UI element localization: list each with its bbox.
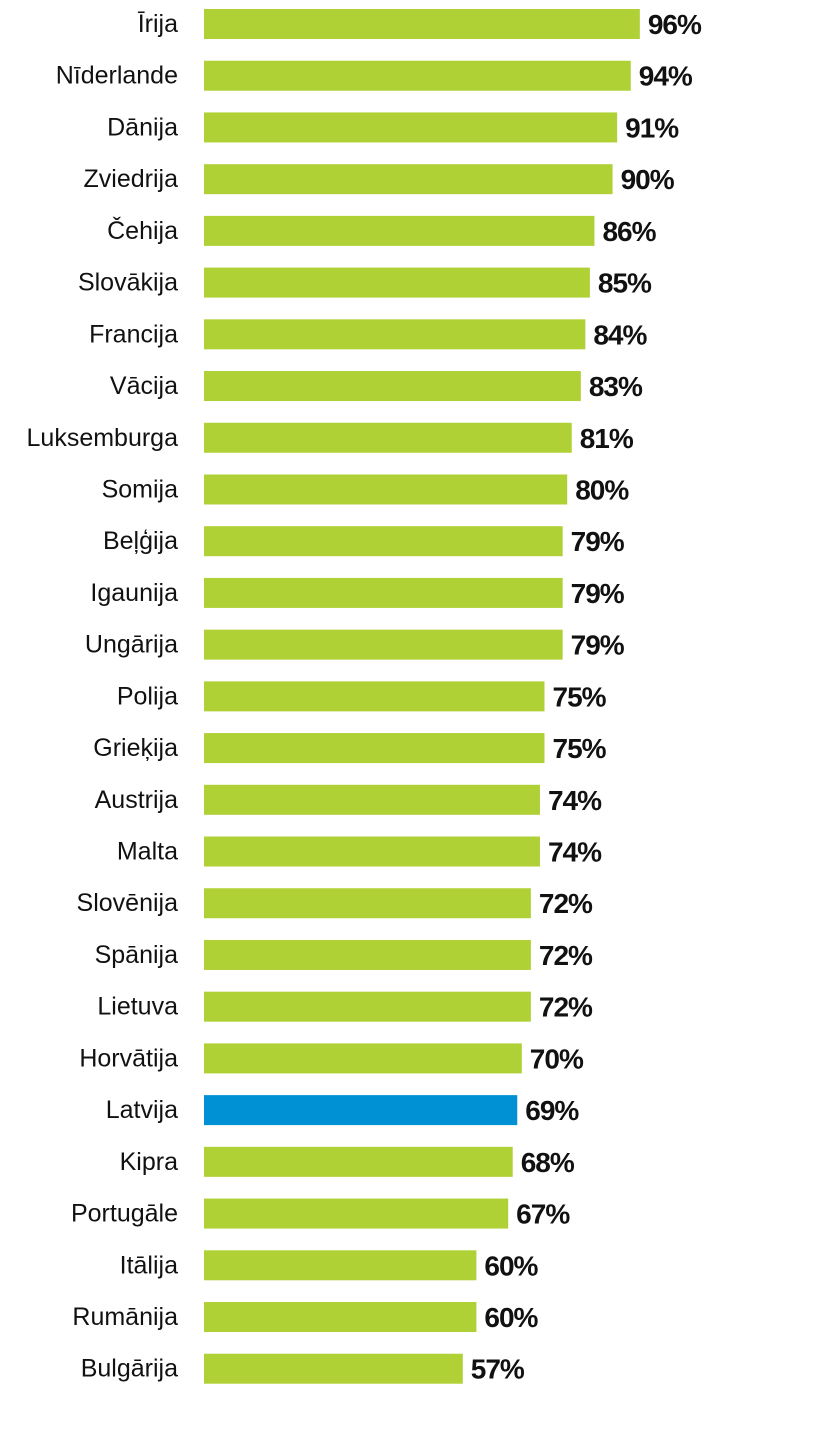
bar: [204, 1095, 518, 1126]
data-label: 86%: [602, 216, 656, 247]
category-label: Īrija: [138, 10, 178, 38]
category-label: Lietuva: [97, 993, 178, 1021]
category-label: Itālija: [120, 1251, 178, 1279]
category-label: Slovākija: [78, 269, 178, 297]
bar: [204, 629, 563, 660]
category-label: Horvātija: [79, 1044, 178, 1072]
bar: [204, 215, 595, 246]
bar: [204, 526, 563, 557]
data-label: 91%: [625, 112, 679, 143]
bar: [204, 1250, 477, 1281]
bar: [204, 267, 590, 298]
category-label: Somija: [102, 475, 179, 503]
data-label: 60%: [484, 1250, 538, 1281]
category-label: Rumānija: [72, 1303, 178, 1331]
bar: [204, 733, 545, 764]
bar: [204, 1146, 513, 1177]
bar: [204, 319, 586, 350]
category-label: Ungārija: [85, 631, 178, 659]
data-label: 68%: [521, 1147, 575, 1178]
bar: [204, 577, 563, 608]
bar: [204, 939, 531, 970]
data-label: 72%: [539, 992, 593, 1023]
category-label: Francija: [89, 320, 178, 348]
data-label: 72%: [539, 940, 593, 971]
bar: [204, 422, 572, 453]
bar: [204, 991, 531, 1022]
data-label: 69%: [525, 1095, 579, 1126]
bar: [204, 888, 531, 919]
data-label: 83%: [589, 371, 643, 402]
data-label: 74%: [548, 785, 602, 816]
category-label: Austrija: [95, 786, 178, 814]
category-label: Zviedrija: [84, 165, 179, 193]
bar: [204, 681, 545, 712]
bar: [204, 9, 640, 39]
data-label: 80%: [575, 474, 629, 505]
bar: [204, 1198, 509, 1229]
category-label: Bulgārija: [81, 1355, 178, 1383]
data-label: 75%: [553, 733, 607, 764]
data-label: 81%: [580, 423, 634, 454]
data-label: 94%: [639, 61, 693, 92]
data-label: 70%: [530, 1043, 584, 1074]
data-label: 90%: [621, 164, 675, 195]
data-label: 60%: [484, 1302, 538, 1333]
category-label: Luksemburga: [27, 424, 179, 452]
category-label: Kipra: [120, 1148, 178, 1176]
category-label: Dānija: [107, 113, 178, 141]
bar: [204, 112, 618, 143]
data-label: 96%: [648, 9, 702, 40]
category-label: Beļģija: [103, 527, 178, 555]
data-label: 84%: [593, 319, 647, 350]
data-label: 79%: [571, 526, 625, 557]
bar: [204, 784, 540, 815]
bar: [204, 371, 581, 402]
bar: [204, 836, 540, 867]
category-label: Igaunija: [90, 579, 178, 607]
bar: [204, 164, 613, 195]
data-label: 85%: [598, 268, 652, 299]
category-label: Malta: [117, 838, 178, 866]
category-label: Vācija: [110, 372, 178, 400]
data-label: 75%: [553, 681, 607, 712]
category-label: Slovēnija: [77, 889, 179, 917]
category-label: Latvija: [106, 1096, 178, 1124]
data-label: 79%: [571, 578, 625, 609]
data-label: 67%: [516, 1199, 570, 1230]
data-label: 72%: [539, 888, 593, 919]
bar: [204, 1353, 463, 1384]
category-label: Portugāle: [71, 1200, 178, 1228]
data-label: 74%: [548, 837, 602, 868]
data-label: 57%: [471, 1354, 525, 1385]
data-label: 79%: [571, 630, 625, 661]
bar: [204, 1302, 477, 1332]
category-label: Grieķija: [93, 734, 178, 762]
bar: [204, 60, 631, 91]
category-label: Polija: [117, 682, 178, 710]
category-label: Spānija: [95, 941, 178, 969]
bar: [204, 1043, 522, 1074]
bar: [204, 474, 568, 505]
category-label: Čehija: [107, 216, 178, 245]
category-label: Nīderlande: [56, 62, 178, 90]
